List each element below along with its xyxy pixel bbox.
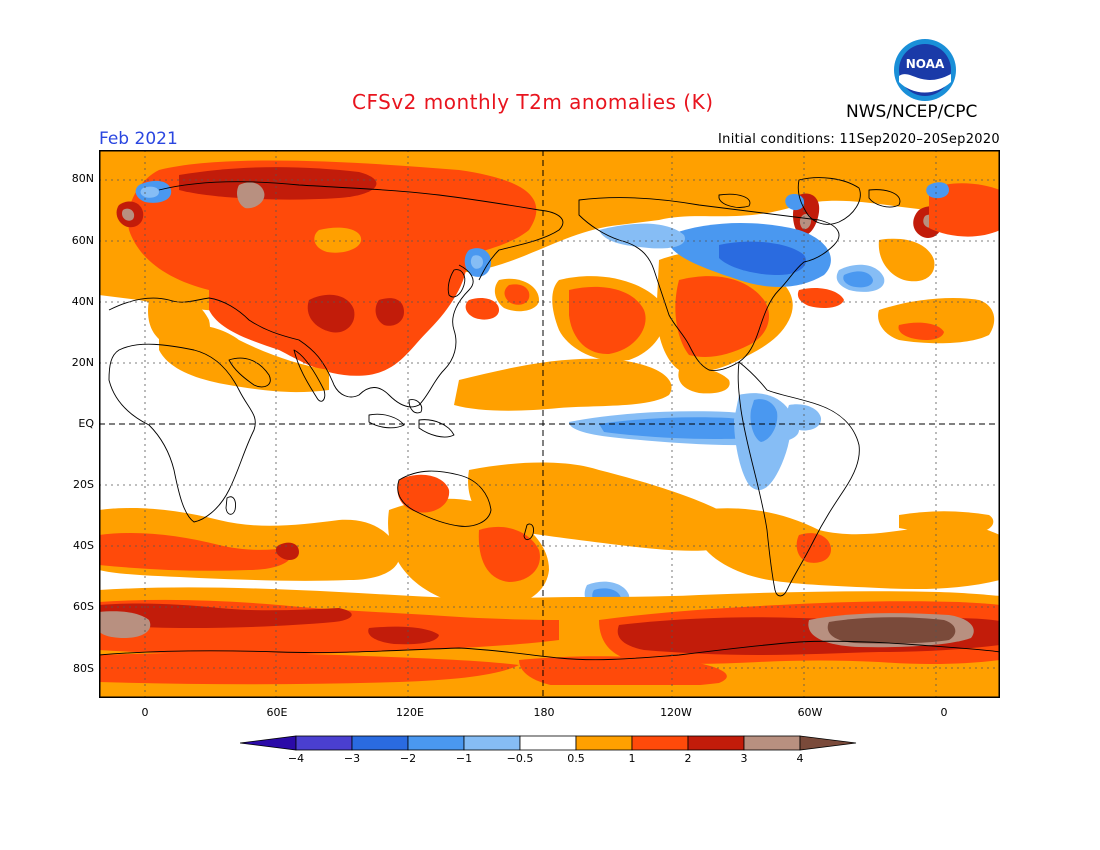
lat-tick-80n: 80N <box>71 172 94 185</box>
colorbar-swatch <box>575 735 633 751</box>
colorbar-label: −0.5 <box>506 752 534 765</box>
logo-text: NOAA <box>906 57 945 71</box>
colorbar-label: −4 <box>287 752 305 765</box>
agency-label: NWS/NCEP/CPC <box>846 102 978 122</box>
colorbar-label: 0.5 <box>567 752 585 765</box>
colorbar-swatch <box>351 735 409 751</box>
lon-tick-120e: 120E <box>396 706 424 719</box>
colorbar-label: −1 <box>455 752 473 765</box>
anomaly-map <box>99 150 1000 698</box>
colorbar-label: 1 <box>628 752 636 765</box>
colorbar-label: −2 <box>399 752 417 765</box>
lon-tick-0-east: 0 <box>940 706 948 719</box>
initial-conditions-label: Initial conditions: 11Sep2020–20Sep2020 <box>718 132 1000 147</box>
colorbar-label: 4 <box>796 752 804 765</box>
chart-title: CFSv2 monthly T2m anomalies (K) <box>352 90 714 114</box>
lon-tick-0: 0 <box>141 706 149 719</box>
colorbar-swatch <box>799 735 857 751</box>
colorbar-swatch <box>743 735 801 751</box>
colorbar-swatch <box>240 735 297 751</box>
lat-tick-60s: 60S <box>73 600 94 613</box>
colorbar <box>240 735 857 751</box>
lat-tick-60n: 60N <box>71 234 94 247</box>
colorbar-swatch <box>519 735 577 751</box>
lat-tick-80s: 80S <box>73 662 94 675</box>
lat-tick-40n: 40N <box>71 295 94 308</box>
colorbar-label: 3 <box>740 752 748 765</box>
colorbar-swatch <box>463 735 521 751</box>
lon-tick-180: 180 <box>533 706 555 719</box>
lat-tick-20n: 20N <box>71 356 94 369</box>
colorbar-label: −3 <box>343 752 361 765</box>
lon-tick-120w: 120W <box>660 706 692 719</box>
colorbar-swatch <box>631 735 689 751</box>
lat-tick-20s: 20S <box>73 478 94 491</box>
valid-month-label: Feb 2021 <box>99 129 178 149</box>
colorbar-swatch <box>687 735 745 751</box>
noaa-logo: NOAA <box>894 39 956 101</box>
lat-tick-40s: 40S <box>73 539 94 552</box>
colorbar-swatch <box>407 735 465 751</box>
colorbar-swatch <box>295 735 353 751</box>
lon-tick-60w: 60W <box>797 706 823 719</box>
lon-tick-60e: 60E <box>266 706 288 719</box>
lat-tick-eq: EQ <box>78 417 94 430</box>
colorbar-label: 2 <box>684 752 692 765</box>
